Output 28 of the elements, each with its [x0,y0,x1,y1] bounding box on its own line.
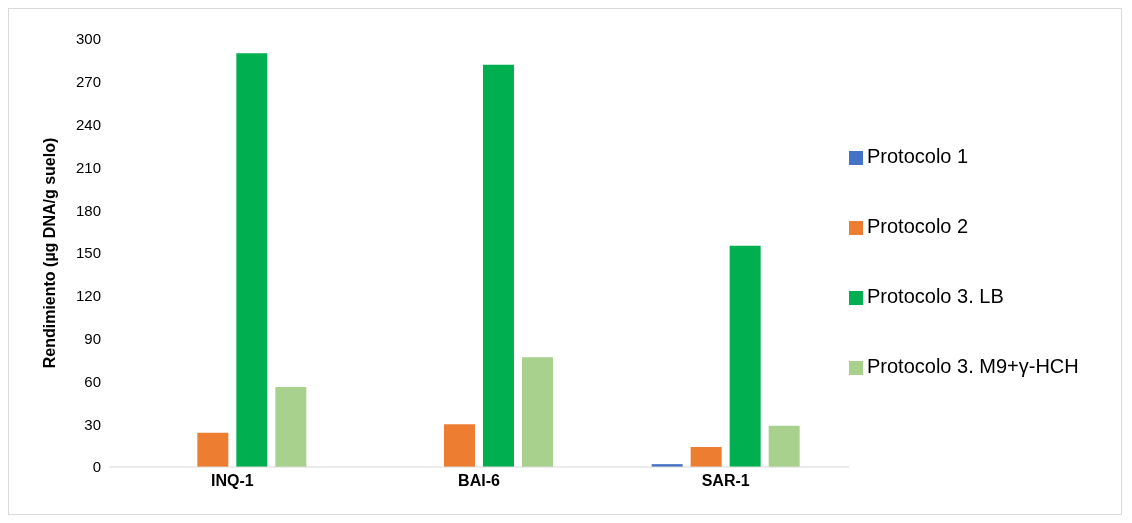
bar [690,447,722,467]
x-tick-label: INQ-1 [211,472,254,490]
x-tick-label: BAI-6 [458,472,500,490]
y-tick-label: 120 [75,287,101,305]
legend-label: Protocolo 3. LB [867,284,1004,307]
bar [483,64,514,467]
bar [522,357,553,467]
y-tick-label: 0 [92,458,101,476]
legend-label: Protocolo 1 [867,144,969,167]
y-tick-label: 210 [75,158,101,176]
bar [275,387,307,467]
bar [236,53,268,467]
y-tick-label: 240 [75,115,101,133]
bar [197,432,229,467]
y-tick-label: 300 [75,30,101,48]
y-tick-label: 150 [75,244,101,262]
x-tick-label: SAR-1 [701,472,750,490]
bar [444,424,475,467]
y-tick-label: 180 [75,201,101,219]
y-tick-label: 30 [84,415,101,433]
legend-label: Protocolo 3. M9+γ-HCH [867,354,1079,377]
y-tick-label: 270 [75,73,101,91]
y-tick-label: 90 [84,329,101,347]
y-tick-label: 60 [84,372,101,390]
bar [729,245,761,467]
legend-label: Protocolo 2 [867,214,969,237]
bar [768,425,800,467]
y-axis-title: Rendimiento (µg DNA/g suelo) [40,137,58,369]
